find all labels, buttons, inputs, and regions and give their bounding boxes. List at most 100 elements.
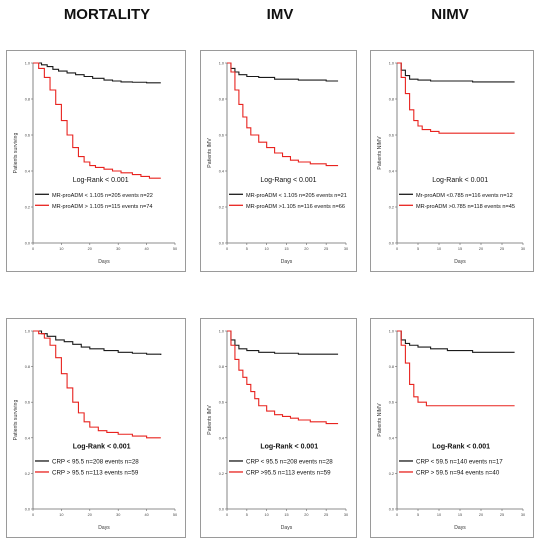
x-axis-label: Days: [454, 259, 466, 265]
km-curve-low: [33, 330, 162, 356]
x-tick-label: 15: [284, 247, 288, 251]
x-tick-label: 0: [396, 513, 398, 517]
x-tick-label: 5: [246, 513, 248, 517]
km-curve-high: [227, 330, 339, 425]
km-panel: 0.0 0.2 0.4 0.6 0.8 1.0 0 5 10 15 20 25 30 Days Patien…: [370, 318, 534, 538]
x-tick-label: 20: [479, 247, 483, 251]
y-tick-label: 0.6: [389, 401, 394, 405]
y-tick-label: 0.0: [389, 242, 394, 246]
y-tick-label: 1.0: [389, 62, 394, 66]
legend-entry: CRP < 59.5 n=140 events n=17: [416, 458, 503, 465]
log-rank-label: Log-Rank < 0.001: [73, 177, 129, 184]
column-title-imv: IMV: [266, 6, 294, 23]
legend-entry: CRP > 95.5 n=113 events n=59: [52, 469, 139, 476]
legend-entry: MR-proADM < 1.105 n=205 events n=21: [246, 193, 347, 199]
x-tick-label: 0: [226, 513, 228, 517]
y-tick-label: 0.8: [25, 365, 30, 369]
km-plot: 0.0 0.2 0.4 0.6 0.8 1.0 0 10 20 30 40 50 Days Patient…: [13, 62, 177, 266]
y-tick-label: 0.8: [389, 365, 394, 369]
y-tick-label: 0.8: [25, 98, 30, 102]
y-tick-label: 0.2: [25, 206, 30, 210]
y-axis-label: Patients IMV: [207, 138, 213, 168]
x-tick-label: 50: [173, 513, 177, 517]
log-rank-label: Log-Rank < 0.001: [432, 177, 488, 184]
x-tick-label: 10: [437, 513, 441, 517]
km-curve-low: [397, 330, 515, 353]
x-tick-label: 10: [437, 247, 441, 251]
x-tick-label: 0: [226, 247, 228, 251]
y-tick-label: 0.2: [219, 206, 224, 210]
x-tick-label: 40: [144, 513, 148, 517]
legend-entry: MR-proADM >0.785 n=118 events n=45: [416, 204, 515, 210]
x-tick-label: 15: [458, 513, 462, 517]
y-tick-label: 0.4: [389, 170, 394, 174]
x-tick-label: 30: [344, 513, 348, 517]
x-tick-label: 30: [344, 247, 348, 251]
x-tick-label: 10: [59, 513, 63, 517]
log-rank-label: Log-Rank < 0.001: [73, 443, 131, 450]
km-plot: 0.0 0.2 0.4 0.6 0.8 1.0 0 5 10 15 20 25 30 Days Patien…: [377, 62, 525, 266]
km-panel: 0.0 0.2 0.4 0.6 0.8 1.0 0 5 10 15 20 25 30 Days Patien…: [370, 50, 534, 272]
y-tick-label: 0.0: [25, 508, 30, 512]
y-tick-label: 0.4: [219, 170, 224, 174]
legend-entry: MR-proADM > 1.105 n=115 events n=74: [52, 204, 153, 210]
x-axis-label: Days: [281, 525, 293, 531]
km-curve-low: [33, 62, 161, 84]
x-tick-label: 40: [144, 247, 148, 251]
legend-entry: CRP > 59.5 n=94 events n=40: [416, 469, 500, 476]
x-tick-label: 30: [521, 513, 525, 517]
x-axis-label: Days: [98, 525, 110, 531]
km-curve-low: [227, 330, 339, 355]
km-curve-high: [397, 62, 515, 134]
km-plot: 0.0 0.2 0.4 0.6 0.8 1.0 0 10 20 30 40 50 Days Patient…: [13, 330, 177, 532]
y-tick-label: 1.0: [219, 62, 224, 66]
x-tick-label: 15: [284, 513, 288, 517]
x-tick-label: 0: [396, 247, 398, 251]
km-curve-high: [33, 62, 161, 179]
x-tick-label: 10: [265, 247, 269, 251]
x-tick-label: 20: [304, 513, 308, 517]
legend-entry: CRP < 95.5 n=208 events n=28: [52, 458, 139, 465]
legend-entry: CRP < 95.5 n=208 events n=28: [246, 458, 333, 465]
y-tick-label: 0.4: [25, 436, 30, 440]
km-plot: 0.0 0.2 0.4 0.6 0.8 1.0 0 5 10 15 20 25 30 Days Patien…: [207, 330, 348, 532]
log-rank-label: Log-Rank < 0.001: [432, 443, 490, 450]
y-axis-label: Patients NIMV: [377, 403, 383, 437]
y-tick-label: 0.2: [389, 206, 394, 210]
y-tick-label: 1.0: [25, 62, 30, 66]
y-tick-label: 0.6: [389, 134, 394, 138]
x-tick-label: 25: [324, 247, 328, 251]
column-title-nimv: NIMV: [431, 6, 469, 23]
y-tick-label: 0.0: [25, 242, 30, 246]
legend-entry: Mr-proADM <0.785 n=116 events n=12: [416, 193, 513, 199]
km-plot: 0.0 0.2 0.4 0.6 0.8 1.0 0 5 10 15 20 25 30 Days Patien…: [207, 62, 348, 266]
x-tick-label: 10: [59, 247, 63, 251]
y-tick-label: 0.8: [219, 98, 224, 102]
log-rank-label: Log-Rank < 0.001: [260, 443, 318, 450]
legend-entry: CRP >95.5 n=113 events n=59: [246, 469, 331, 476]
x-tick-label: 30: [116, 513, 120, 517]
x-axis-label: Days: [98, 259, 110, 265]
km-curve-high: [33, 330, 161, 439]
y-axis-label: Patients IMV: [207, 405, 213, 435]
column-title-mortality: MORTALITY: [63, 6, 151, 23]
y-tick-label: 0.0: [389, 508, 394, 512]
y-tick-label: 0.2: [25, 472, 30, 476]
x-tick-label: 20: [304, 247, 308, 251]
km-curve-low: [397, 62, 515, 83]
x-tick-label: 5: [417, 513, 419, 517]
km-panel: 0.0 0.2 0.4 0.6 0.8 1.0 0 5 10 15 20 25 30 Days Patien…: [200, 318, 357, 538]
x-tick-label: 0: [32, 513, 34, 517]
y-tick-label: 0.6: [219, 134, 224, 138]
y-tick-label: 1.0: [389, 330, 394, 334]
y-tick-label: 0.4: [25, 170, 30, 174]
y-tick-label: 0.8: [219, 365, 224, 369]
y-tick-label: 1.0: [25, 330, 30, 334]
x-axis-label: Days: [281, 259, 293, 265]
y-tick-label: 0.2: [219, 472, 224, 476]
km-plot: 0.0 0.2 0.4 0.6 0.8 1.0 0 5 10 15 20 25 30 Days Patien…: [377, 330, 525, 532]
y-axis-label: Patients surviving: [13, 400, 19, 441]
y-tick-label: 1.0: [219, 330, 224, 334]
x-tick-label: 25: [500, 247, 504, 251]
x-tick-label: 20: [88, 513, 92, 517]
